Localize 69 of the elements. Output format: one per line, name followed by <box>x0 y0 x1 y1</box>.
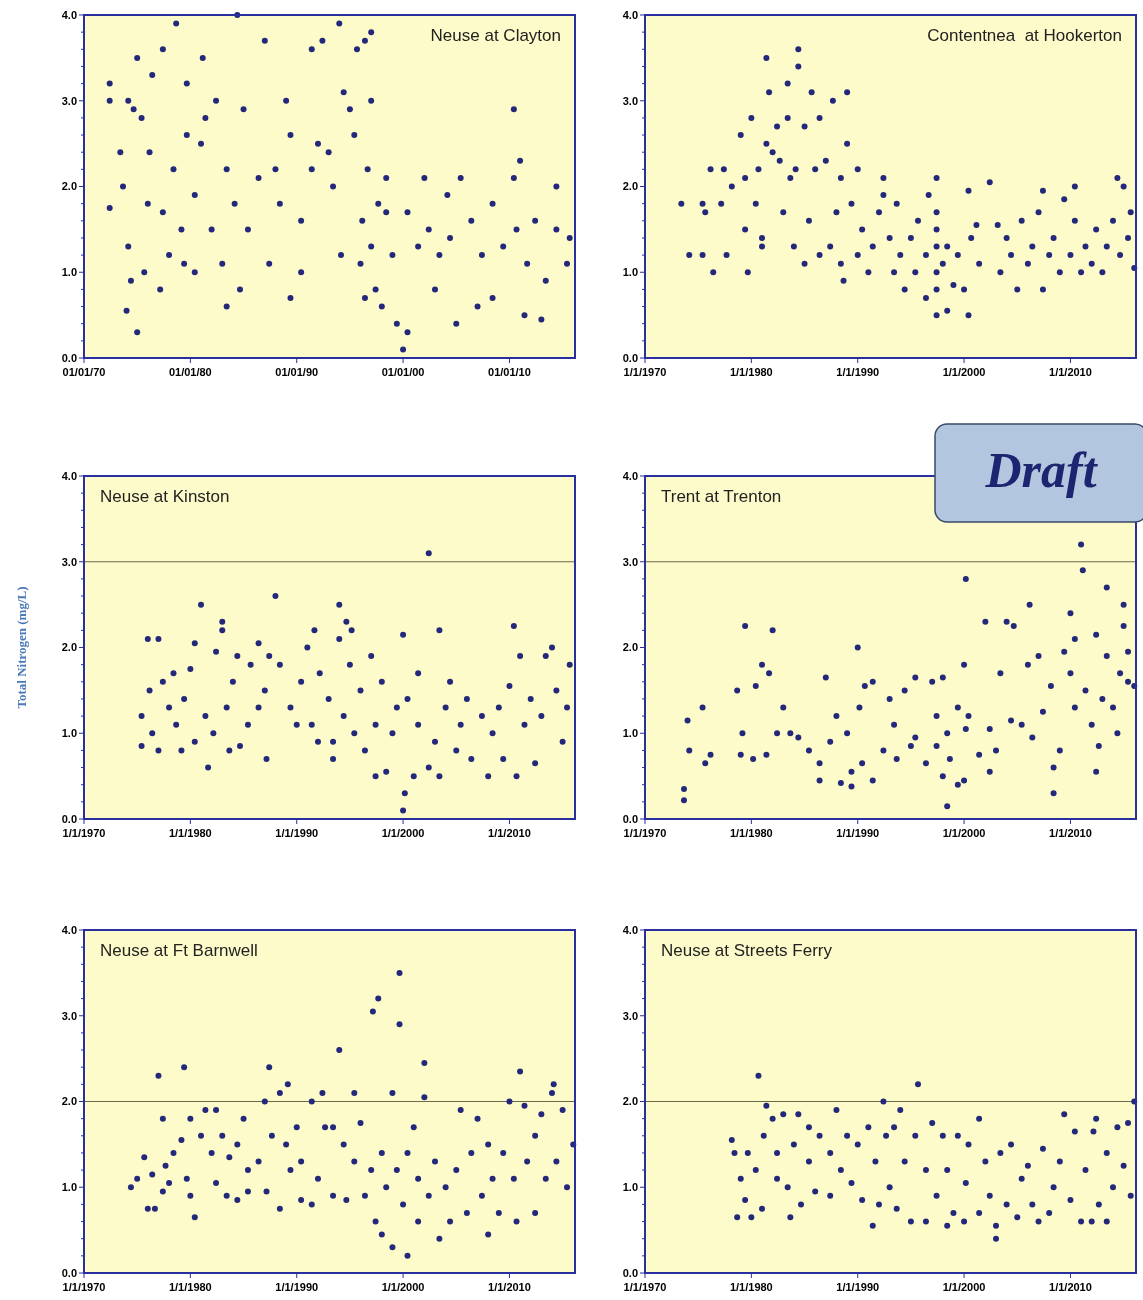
y-tick-label: 4.0 <box>622 923 638 936</box>
y-tick-label: 4.0 <box>61 923 77 936</box>
y-tick-label: 3.0 <box>61 1009 77 1022</box>
x-tick-label: 1/1/1970 <box>623 1281 667 1293</box>
y-tick-label: 0.0 <box>622 351 638 364</box>
x-tick-label: 01/01/00 <box>381 366 425 378</box>
x-tick-label: 1/1/2010 <box>488 1281 531 1293</box>
x-tick-label: 1/1/2000 <box>381 1281 425 1293</box>
y-tick-label: 1.0 <box>622 1181 638 1194</box>
x-tick-label: 1/1/2000 <box>381 827 425 839</box>
y-tick-label: 2.0 <box>61 641 77 654</box>
y-tick-label: 0.0 <box>622 812 638 825</box>
y-tick-label: 0.0 <box>61 1266 77 1279</box>
x-tick-label: 01/01/70 <box>62 366 106 378</box>
x-tick-label: 1/1/1990 <box>836 366 880 378</box>
y-tick-label: 4.0 <box>61 469 77 482</box>
text: Neuse at Kinston <box>100 487 230 506</box>
text: Contentnea at Hookerton <box>927 26 1122 45</box>
y-tick-label: 1.0 <box>61 727 77 740</box>
x-tick-label: 01/01/10 <box>488 366 531 378</box>
text: Neuse at Ft Barnwell <box>100 941 258 960</box>
y-tick-label: 2.0 <box>622 641 638 654</box>
x-tick-label: 1/1/2000 <box>942 1281 986 1293</box>
y-tick-label: 1.0 <box>622 727 638 740</box>
y-tick-label: 3.0 <box>61 555 77 568</box>
x-tick-label: 1/1/1970 <box>62 827 106 839</box>
y-tick-label: 0.0 <box>61 812 77 825</box>
y-tick-label: 2.0 <box>622 1095 638 1108</box>
x-tick-label: 1/1/1980 <box>168 1281 212 1293</box>
x-tick-label: 1/1/2000 <box>942 366 986 378</box>
x-tick-label: 1/1/1990 <box>275 827 319 839</box>
y-tick-label: 2.0 <box>622 180 638 193</box>
x-tick-label: 1/1/1990 <box>275 1281 319 1293</box>
x-tick-label: 1/1/2010 <box>488 827 531 839</box>
stamp-label: Draft <box>934 423 1143 523</box>
y-tick-label: 3.0 <box>622 555 638 568</box>
text: Neuse at Streets Ferry <box>661 941 833 960</box>
text: Trent at Trenton <box>661 487 782 506</box>
x-tick-label: 1/1/1980 <box>729 1281 773 1293</box>
y-tick-label: 4.0 <box>622 8 638 21</box>
y-axis-title: Total Nitrogen (mg/L) <box>14 586 29 709</box>
y-tick-label: 0.0 <box>61 351 77 364</box>
x-tick-label: 1/1/1970 <box>62 1281 106 1293</box>
y-tick-label: 1.0 <box>622 266 638 279</box>
x-tick-label: 1/1/1970 <box>623 827 667 839</box>
x-tick-label: 1/1/1990 <box>836 1281 880 1293</box>
x-tick-label: 1/1/2010 <box>1049 366 1092 378</box>
y-tick-label: 2.0 <box>61 1095 77 1108</box>
x-tick-label: 1/1/1970 <box>623 366 667 378</box>
x-tick-label: 1/1/1980 <box>729 827 773 839</box>
x-tick-label: 1/1/1980 <box>168 827 212 839</box>
x-tick-label: 1/1/2010 <box>1049 827 1092 839</box>
y-tick-label: 3.0 <box>622 94 638 107</box>
x-tick-label: 1/1/1980 <box>729 366 773 378</box>
text: Neuse at Clayton <box>430 26 561 45</box>
y-tick-label: 4.0 <box>622 469 638 482</box>
y-tick-label: 2.0 <box>61 180 77 193</box>
x-tick-label: 1/1/2010 <box>1049 1281 1092 1293</box>
x-tick-label: 1/1/1990 <box>836 827 880 839</box>
annotation: Draft <box>984 442 1099 498</box>
x-tick-label: 01/01/90 <box>275 366 319 378</box>
x-tick-label: 01/01/80 <box>168 366 212 378</box>
x-tick-label: 1/1/2000 <box>942 827 986 839</box>
y-tick-label: 3.0 <box>61 94 77 107</box>
y-tick-label: 3.0 <box>622 1009 638 1022</box>
y-tick-label: 1.0 <box>61 1181 77 1194</box>
y-tick-label: 0.0 <box>622 1266 638 1279</box>
y-tick-label: 4.0 <box>61 8 77 21</box>
y-tick-label: 1.0 <box>61 266 77 279</box>
